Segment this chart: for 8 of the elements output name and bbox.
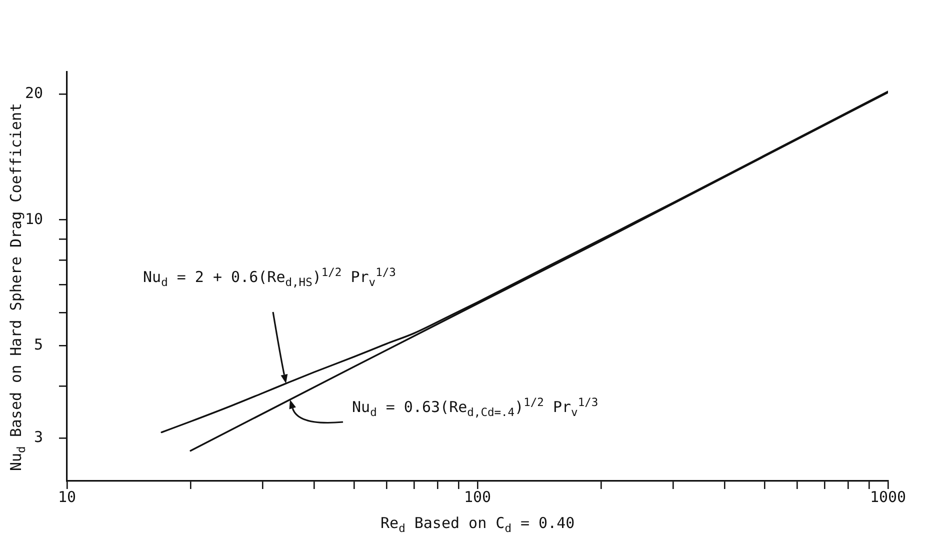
x-axis-title: Re$_{d}$ Based on C$_{d}$ = 0.40 (380, 514, 575, 535)
x-tick-label: 1000 (870, 488, 906, 506)
y-tick-label: 5 (34, 335, 43, 354)
x-tick-label: 10 (58, 488, 76, 506)
x-tick-label: 100 (464, 488, 492, 506)
y-tick-label: 20 (24, 84, 43, 102)
y-tick-label: 10 (24, 210, 43, 228)
y-tick-label: 3 (34, 428, 43, 446)
